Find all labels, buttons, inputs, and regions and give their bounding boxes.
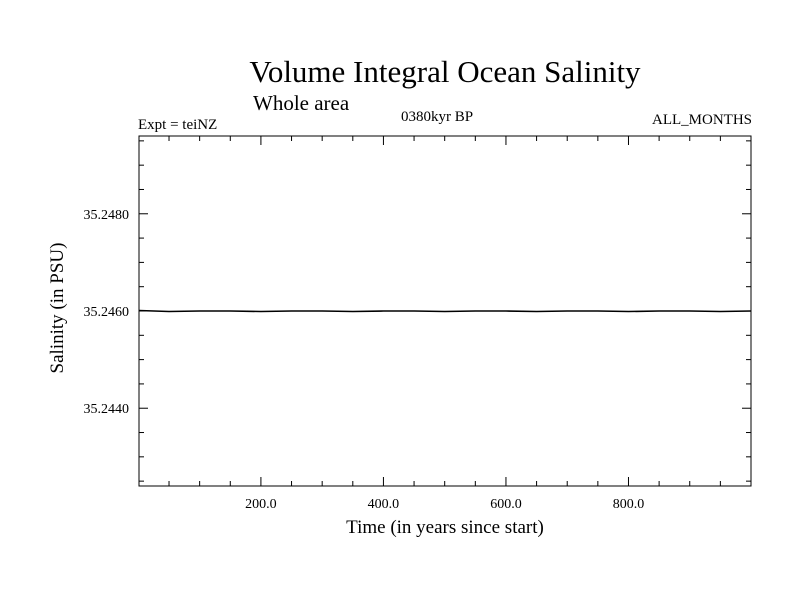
y-tick-label: 35.2440 — [84, 402, 130, 417]
y-tick-label: 35.2480 — [84, 208, 130, 223]
y-tick-label: 35.2460 — [84, 305, 130, 320]
y-axis-label: Salinity (in PSU) — [47, 243, 68, 374]
period-label: 0380kyr BP — [401, 109, 474, 125]
chart-title: Volume Integral Ocean Salinity — [249, 54, 641, 89]
x-tick-label: 200.0 — [245, 497, 277, 512]
x-tick-label: 400.0 — [368, 497, 400, 512]
experiment-label: Expt = teiNZ — [138, 117, 218, 133]
x-tick-label: 800.0 — [613, 497, 645, 512]
chart-subtitle: Whole area — [253, 91, 350, 115]
months-label: ALL_MONTHS — [652, 112, 752, 128]
salinity-series-line — [138, 309, 752, 313]
x-axis-label: Time (in years since start) — [346, 517, 544, 538]
x-tick-label: 600.0 — [490, 497, 522, 512]
